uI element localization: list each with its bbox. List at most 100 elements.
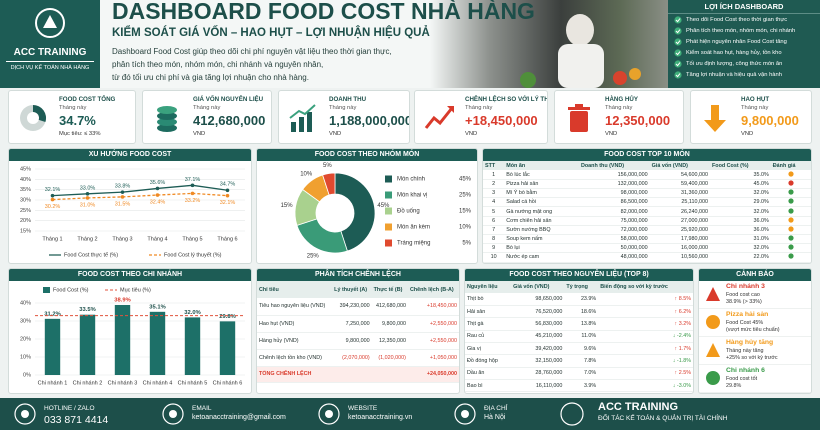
kpi-icon: [424, 106, 454, 129]
footer-label: ĐỊA CHỈ: [484, 405, 508, 412]
table-cell: 76,520,000: [511, 305, 565, 319]
table-row: 8 Soup kem nấm 58,000,000 17,980,000 31.0%: [483, 234, 811, 245]
rating-dot: [788, 207, 794, 214]
data-table: STT Món ăn Doanh thu (VND) Giá vốn (VND) Foo…: [483, 161, 811, 263]
rating-dot: [788, 253, 794, 260]
y-tick-label: 30%: [20, 318, 31, 324]
legend-swatch: [385, 223, 392, 231]
table-cell: Soup kem nấm: [504, 234, 579, 245]
logo-box: ACC TRAINING DỊCH VỤ KẾ TOÁN NHÀ HÀNG: [0, 0, 100, 88]
column-header: Chỉ tiêu: [257, 281, 333, 298]
kpi-value: 9,800,000: [741, 113, 799, 128]
table-cell: Chênh lệch tồn kho (VND): [257, 349, 333, 367]
description: Dashboard Food Cost giúp theo dõi chi ph…: [112, 45, 392, 84]
column-header: Tỷ trọng: [564, 281, 599, 294]
logo-ring: [35, 8, 65, 38]
logo-title: ACC TRAINING: [13, 47, 87, 58]
description-line: Dashboard Food Cost giúp theo dõi chi ph…: [112, 47, 392, 56]
y-tick-label: 0%: [23, 372, 31, 378]
table-cell: 17,980,000: [649, 234, 710, 245]
pie-chart: 45% Món chính 45% 25% Món khai vị 25% 15% Đồ uố…: [281, 163, 472, 259]
value-label: 30.2%: [45, 204, 61, 210]
benefit-item: Phát hiện nguyên nhân Food Cost tăng: [668, 36, 820, 47]
kpi-card: HAO HỤT Tháng này 9,800,000 VND: [690, 90, 812, 144]
alert-item: Pizza hải sản Food Cost 45% (vượt mức tiêu…: [699, 309, 811, 337]
check-circle: [674, 59, 682, 68]
point: [155, 193, 160, 197]
kpi-note: VND: [329, 131, 342, 137]
pie-panel: FOOD COST THEO NHÓM MÓN 45% Món chính 45% 25…: [256, 148, 478, 264]
x-tick-label: Chi nhánh 5: [178, 380, 208, 386]
line-panel: XU HƯỚNG FOOD COST 15% 20% 25% 30% 35% 40% 45% T…: [8, 148, 252, 264]
kpi-icon-part: [570, 111, 588, 132]
rating-cell: [770, 206, 811, 217]
rating-icon: [788, 198, 794, 204]
kpi-icon-part: [289, 104, 316, 119]
kpi-note: VND: [741, 131, 754, 137]
panel-title: CẢNH BÁO: [699, 269, 811, 281]
kpi-icon-part: [27, 112, 39, 124]
slice-label: 10%: [300, 172, 313, 178]
chef-body: [558, 44, 604, 88]
table-cell: 394,230,000: [332, 298, 372, 316]
bar-chart: 0% 10% 20% 30% 40% 31.2% Chi nhánh 1 33.5% Chi n…: [20, 287, 245, 386]
check-icon: [674, 70, 682, 79]
kpi-note: VND: [193, 131, 206, 137]
benefit-item: Tăng lợi nhuận và hiệu quả vận hành: [668, 69, 820, 80]
check-mark: [675, 28, 681, 33]
legend-label: Food Cost (%): [53, 287, 89, 293]
column-header: Biến động so với kỳ trước: [598, 281, 693, 294]
table-row: Hàng hủy (VND) 9,800,000 12,350,000 +2,550,…: [257, 332, 459, 350]
header-row: Nguyên liệu Giá vốn (VND) Tỷ trọng Biến độn…: [465, 281, 693, 294]
check-icon: [674, 37, 682, 46]
table-cell: Đồ đóng hộp: [465, 354, 512, 368]
bar: [219, 321, 236, 375]
veg: [613, 71, 627, 85]
variance-panel: PHÂN TÍCH CHÊNH LỆCH Chỉ tiêu Lý thuyết (A…: [256, 268, 460, 394]
kpi-note: VND: [465, 131, 478, 137]
legend-swatch: [385, 239, 392, 247]
table-cell: 98,650,000: [511, 293, 565, 307]
legend-label: Đồ uống: [397, 209, 420, 215]
alert-title: Pizza hải sản: [726, 311, 769, 318]
kpi-icon: [568, 104, 590, 132]
table-cell: Gia vị: [465, 342, 512, 356]
x-tick-label: Tháng 5: [182, 236, 202, 242]
kpi-icon: [20, 104, 47, 131]
table-cell: Bò lúc lắc: [504, 170, 579, 180]
kpi-icon-part: [157, 118, 177, 126]
x-tick-label: Chi nhánh 4: [143, 380, 173, 386]
benefit-item: Phân tích theo món, nhóm món, chi nhánh: [668, 25, 820, 36]
table-row: 10 Nước ép cam 48,000,000 10,560,000 22.0%: [483, 252, 811, 263]
footer-tagline: ĐỐI TÁC KẾ TOÁN & QUẢN TRỊ TÀI CHÍNH: [598, 415, 728, 422]
kpi-icon-part: [575, 104, 583, 107]
brand-icon: [560, 402, 584, 426]
table-cell: 31,360,000: [649, 188, 710, 199]
check-icon: [674, 48, 682, 57]
check-mark: [675, 61, 681, 66]
table-cell: 50,000,000: [578, 243, 650, 254]
table-row: Chênh lệch tồn kho (VND) (2,070,000) (1,02…: [257, 349, 459, 367]
table-row: Gia vị 39,420,000 9.6% ↑ 1.7%: [465, 342, 693, 356]
description-line: từ đó tối ưu chi phí và gia tăng lợi nhu…: [112, 73, 309, 82]
table-cell: 13.8%: [564, 317, 599, 331]
kpi-icon-part: [704, 120, 726, 132]
slice-label: 15%: [281, 203, 294, 209]
legend-value: 15%: [459, 209, 472, 215]
table-cell: 23.9%: [564, 293, 599, 307]
table-row: 7 Sườn nướng BBQ 72,000,000 25,920,000 36.0%: [483, 225, 811, 236]
icon-dot: [21, 410, 29, 418]
rating-dot: [788, 226, 794, 232]
legend-swatch: [385, 175, 392, 183]
table-cell: ↓ -3.0%: [598, 379, 693, 393]
table-cell: 16,000,000: [649, 243, 710, 254]
rating-dot: [788, 180, 794, 186]
value-label: 32.0%: [184, 310, 200, 316]
kpi-value: +18,450,000: [465, 113, 538, 128]
benefit-item: Theo dõi Food Cost theo thời gian thực: [668, 14, 820, 25]
benefit-text: Phát hiện nguyên nhân Food Cost tăng: [686, 38, 787, 45]
table-cell: 58,000,000: [578, 234, 650, 245]
check-mark: [675, 39, 681, 44]
legend-label: Food Cost thực tế (%): [64, 252, 118, 258]
table-cell: (2,070,000): [332, 349, 372, 367]
